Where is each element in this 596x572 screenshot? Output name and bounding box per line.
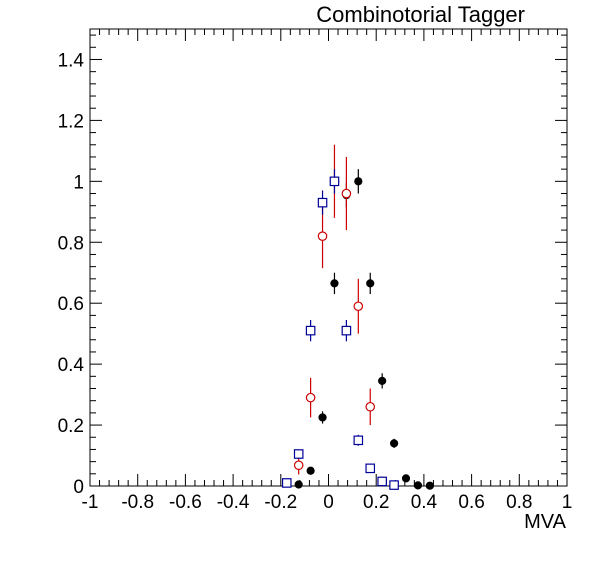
data-point [281, 478, 292, 488]
data-point [305, 325, 316, 336]
x-tick-label: 0 [323, 492, 334, 513]
y-tick-label: 0.6 [58, 294, 84, 315]
data-point [329, 176, 340, 187]
y-tick-label: 1.4 [58, 50, 85, 71]
data-point [294, 480, 303, 489]
data-point [413, 481, 423, 490]
axes-layer: -1 -0.8 -0.6 -0.4 -0.2 0 0.2 0.4 0.6 0.8 1 0 0.2 0.4 0… [58, 28, 573, 513]
series-2 [281, 169, 399, 490]
data-point [318, 413, 327, 422]
x-tick-label: 0.8 [506, 492, 532, 513]
data-point [341, 188, 352, 199]
x-tick-label: -1 [82, 492, 99, 513]
x-tick-label: -0.6 [169, 492, 202, 513]
y-tick-label: 0.8 [58, 233, 84, 254]
data-point [305, 392, 316, 403]
x-tick-label: -0.4 [217, 492, 250, 513]
y-tick-label: 0 [73, 477, 84, 498]
x-tick-label: 0.4 [411, 492, 438, 513]
data-point [317, 197, 328, 208]
data-point [378, 376, 387, 385]
chart-title: Combinotorial Tagger [316, 2, 525, 27]
data-point [401, 474, 411, 483]
x-tick-label: 0.6 [458, 492, 484, 513]
y-tick-label: 0.2 [58, 416, 84, 437]
data-point [353, 435, 364, 446]
x-tick-label: 0.2 [363, 492, 389, 513]
x-tick-label: 1 [562, 492, 573, 513]
data-point [389, 480, 399, 490]
data-point [306, 466, 315, 475]
data-point [293, 449, 304, 459]
y-tick-label: 1.2 [58, 111, 84, 132]
data-point [341, 325, 352, 336]
data-point [365, 401, 376, 412]
x-tick-label: -0.8 [121, 492, 154, 513]
data-point [366, 279, 375, 288]
data-point [353, 301, 364, 312]
data-point [317, 231, 328, 241]
series-0 [294, 169, 434, 490]
x-tick-label: -0.2 [264, 492, 297, 513]
data-point [377, 476, 387, 487]
data-point [425, 481, 434, 490]
data-point [365, 463, 376, 474]
data-point [293, 460, 304, 471]
series-layer [281, 144, 434, 490]
data-point [354, 177, 363, 186]
data-point [330, 279, 339, 288]
x-axis-label: MVA [524, 511, 567, 533]
y-tick-label: 1 [73, 172, 84, 193]
data-point [389, 439, 399, 448]
y-tick-label: 0.4 [58, 355, 85, 376]
